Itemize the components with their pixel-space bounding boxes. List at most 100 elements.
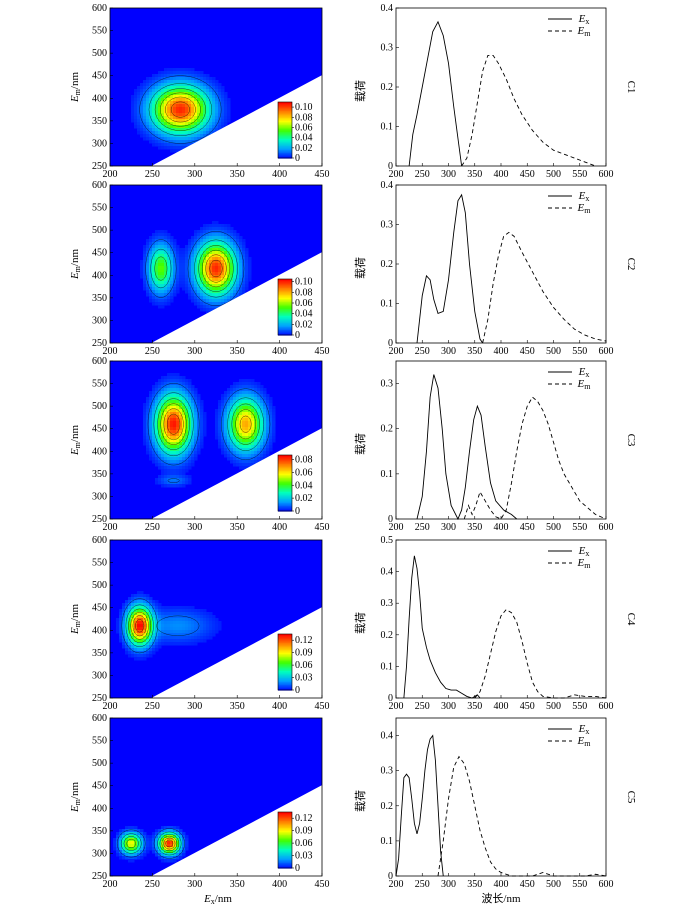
eem-cell [188, 86, 192, 90]
eem-cell [170, 835, 174, 839]
eem-cell [143, 657, 147, 661]
colorbar-segment [278, 328, 292, 330]
eem-cell [170, 376, 174, 380]
eem-cell [197, 134, 201, 138]
eem-cell [155, 603, 159, 607]
eem-cell [143, 287, 147, 291]
eem-cell [245, 248, 249, 252]
eem-cell [173, 257, 177, 261]
eem-cell [176, 128, 180, 132]
eem-cell [260, 445, 264, 449]
eem-cell [170, 609, 174, 613]
colorbar-segment [278, 102, 292, 104]
eem-cell [134, 624, 138, 628]
eem-cell [143, 263, 147, 267]
eem-cell [182, 469, 186, 473]
eem-cell [230, 415, 234, 419]
eem-cell [176, 80, 180, 84]
eem-cell [125, 606, 129, 610]
eem-cell [251, 463, 255, 467]
colorbar-tick-label: 0.02 [295, 143, 313, 154]
eem-cell [200, 418, 204, 422]
eem-cell [161, 415, 165, 419]
eem-cell [146, 263, 150, 267]
eem-cell [224, 287, 228, 291]
eem-cell [224, 430, 228, 434]
colorbar-segment [278, 817, 292, 820]
eem-cell [155, 618, 159, 622]
eem-cell [239, 275, 243, 279]
eem-cell [206, 239, 210, 243]
eem-cell [236, 257, 240, 261]
eem-cell [167, 266, 171, 270]
eem-cell [188, 427, 192, 431]
eem-cell [170, 388, 174, 392]
eem-cell [146, 424, 150, 428]
eem-cell [179, 439, 183, 443]
eem-cell [209, 131, 213, 135]
eem-cell [170, 400, 174, 404]
eem-cell [170, 113, 174, 117]
eem-cell [158, 624, 162, 628]
eem-cell [167, 284, 171, 288]
eem-cell [146, 436, 150, 440]
eem-cell [146, 418, 150, 422]
eem-cell [152, 275, 156, 279]
eem-cell [164, 850, 168, 854]
x-tick-label: 200 [103, 169, 118, 180]
eem-cell [164, 251, 168, 255]
colorbar-segment [278, 683, 292, 685]
eem-cell [236, 427, 240, 431]
eem-cell [143, 633, 147, 637]
eem-cell [173, 251, 177, 255]
eem-cell [170, 260, 174, 264]
eem-cell [179, 409, 183, 413]
eem-cell [167, 427, 171, 431]
eem-cell [161, 466, 165, 470]
eem-cell [230, 230, 234, 234]
eem-cell [164, 478, 168, 482]
contour-line [167, 478, 180, 483]
x-tick-label: 600 [599, 169, 614, 180]
eem-cell [182, 433, 186, 437]
eem-cell [152, 119, 156, 123]
eem-cell [248, 391, 252, 395]
eem-cell [170, 104, 174, 108]
eem-cell [194, 239, 198, 243]
eem-cell [254, 385, 258, 389]
eem-cell [173, 95, 177, 99]
eem-cell [251, 415, 255, 419]
eem-cell [155, 107, 159, 111]
colorbar-segment [278, 109, 292, 111]
eem-cell [182, 484, 186, 488]
eem-cell [200, 639, 204, 643]
eem-cell [236, 260, 240, 264]
eem-cell [209, 278, 213, 282]
eem-cell [149, 83, 153, 87]
eem-cell [176, 856, 180, 860]
eem-cell [269, 430, 273, 434]
eem-cell [137, 113, 141, 117]
eem-cell [209, 116, 213, 120]
eem-cell [242, 388, 246, 392]
eem-cell [155, 233, 159, 237]
eem-cell [170, 457, 174, 461]
colorbar-segment [278, 149, 292, 152]
eem-cell [197, 421, 201, 425]
eem-cell [227, 439, 231, 443]
eem-cell [188, 448, 192, 452]
eem-cell [152, 460, 156, 464]
eem-cell [146, 421, 150, 425]
eem-cell [191, 299, 195, 303]
eem-cell [176, 281, 180, 285]
eem-cell [218, 418, 222, 422]
y-tick-label: 0.1 [381, 469, 394, 480]
eem-cell [257, 448, 261, 452]
eem-cell [209, 128, 213, 132]
eem-cell [242, 439, 246, 443]
eem-cell [227, 275, 231, 279]
eem-cell [203, 257, 207, 261]
colorbar-segment [278, 283, 292, 286]
eem-cell [215, 101, 219, 105]
eem-cell [254, 409, 258, 413]
